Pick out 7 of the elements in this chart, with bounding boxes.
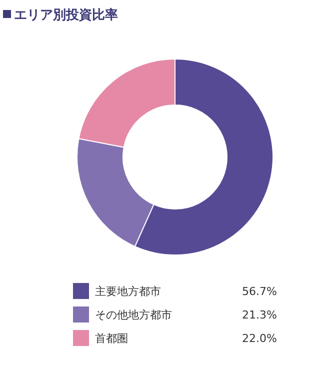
data-label: 21.3% — [242, 308, 277, 322]
legend-label: 首都圏 — [95, 332, 128, 345]
data-label: 56.7% — [242, 285, 277, 298]
legend-label: 主要地方都市 — [95, 285, 161, 298]
data-label: 22.0% — [242, 332, 277, 345]
chart-title: エリア別投資比率 — [14, 7, 118, 23]
legend-label: その他地方都市 — [95, 308, 172, 322]
